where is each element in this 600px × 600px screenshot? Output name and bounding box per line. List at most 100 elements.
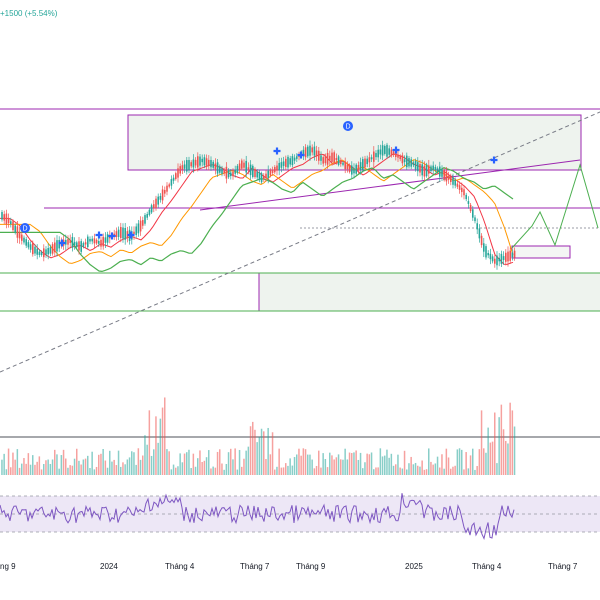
candle-body <box>348 164 351 172</box>
volume-bar <box>357 459 360 475</box>
candle-body <box>67 239 69 245</box>
volume-bar <box>100 453 102 475</box>
candle-body <box>465 194 467 200</box>
volume-bar <box>208 450 210 475</box>
volume-bar <box>476 466 478 475</box>
volume-bar <box>322 453 324 475</box>
volume-bar <box>150 455 153 475</box>
candle-body <box>373 151 375 162</box>
candle-body <box>27 242 30 248</box>
volume-bar <box>296 454 298 475</box>
volume-bar <box>452 466 454 475</box>
volume-bar <box>269 454 272 475</box>
volume-bar <box>120 466 122 475</box>
candle-body <box>45 249 47 255</box>
volume-bar <box>304 449 307 475</box>
dividend-badge-icon <box>343 121 353 131</box>
volume-bar <box>199 450 201 475</box>
candle-body <box>509 250 511 261</box>
candle-body <box>205 158 208 166</box>
candle-body <box>87 236 89 248</box>
candle-body <box>287 156 289 168</box>
candle-body <box>249 164 252 176</box>
time-tick-label: Tháng 7 <box>240 562 270 571</box>
volume-bar <box>91 451 93 475</box>
candle-body <box>104 237 107 243</box>
candle-body <box>236 165 239 173</box>
candle-body <box>183 164 186 169</box>
candle-body <box>412 162 415 166</box>
candle-body <box>364 158 366 168</box>
candle-body <box>221 168 223 174</box>
volume-bar <box>58 468 60 475</box>
candle-body <box>144 215 146 224</box>
volume-bar <box>166 449 168 475</box>
candle-body <box>304 147 307 158</box>
volume-bar <box>274 469 276 475</box>
volume-bar <box>439 467 441 475</box>
candle-body <box>260 173 263 183</box>
volume-bar <box>252 421 254 475</box>
volume-bar <box>313 468 316 475</box>
volume-bar <box>419 466 421 475</box>
candle-body <box>238 163 241 171</box>
event-markers: DD <box>20 121 498 247</box>
candle-body <box>311 147 313 153</box>
candle-body <box>49 247 52 254</box>
candle-body <box>117 229 120 237</box>
candle-body <box>7 218 10 223</box>
candle-body <box>56 240 58 252</box>
candle-body <box>353 168 355 174</box>
volume-bar <box>509 402 511 475</box>
volume-bar <box>342 459 344 475</box>
candle-body <box>434 166 437 170</box>
volume-bar <box>16 449 19 475</box>
candle-body <box>296 156 298 159</box>
candle-body <box>285 158 287 167</box>
candle-body <box>5 213 8 225</box>
candle-body <box>318 150 320 161</box>
candle-body <box>399 156 401 160</box>
candle-body <box>269 170 272 176</box>
volume-bar <box>362 468 364 475</box>
candle-body <box>73 241 76 246</box>
small-zone <box>511 245 571 259</box>
volume-bar <box>230 448 232 475</box>
candle-body <box>313 146 316 156</box>
candle-body <box>210 159 212 168</box>
support-resistance-zones <box>127 114 600 312</box>
volume-bar <box>485 452 487 475</box>
volume-bar <box>175 467 177 475</box>
volume-bar <box>249 426 252 475</box>
volume-bar <box>483 448 485 475</box>
candle-body <box>315 150 318 157</box>
candle-body <box>423 165 426 177</box>
volume-bar <box>410 456 412 475</box>
candle-body <box>500 253 503 264</box>
volume-bar <box>124 464 126 475</box>
volume-pane <box>0 397 600 475</box>
candle-body <box>276 165 278 171</box>
candle-body <box>100 239 102 247</box>
volume-bar <box>388 457 390 475</box>
candle-body <box>505 252 507 262</box>
candle-body <box>95 239 98 244</box>
dividend-badge-glyph: D <box>345 124 350 131</box>
volume-bar <box>216 451 219 475</box>
volume-bar <box>133 452 135 475</box>
volume-bar <box>403 450 406 475</box>
candle-body <box>69 240 71 243</box>
volume-bar <box>465 452 467 475</box>
candle-body <box>170 179 173 186</box>
time-tick-label: Tháng 4 <box>472 562 502 571</box>
dividend-badge-icon <box>20 223 30 233</box>
volume-bar <box>278 448 280 475</box>
candle-body <box>263 175 265 180</box>
volume-bar <box>498 417 500 475</box>
candle-body <box>384 146 386 154</box>
volume-bar <box>73 458 76 475</box>
candle-body <box>419 163 421 173</box>
time-tick-label: 2024 <box>100 562 118 571</box>
candle-body <box>115 231 118 237</box>
